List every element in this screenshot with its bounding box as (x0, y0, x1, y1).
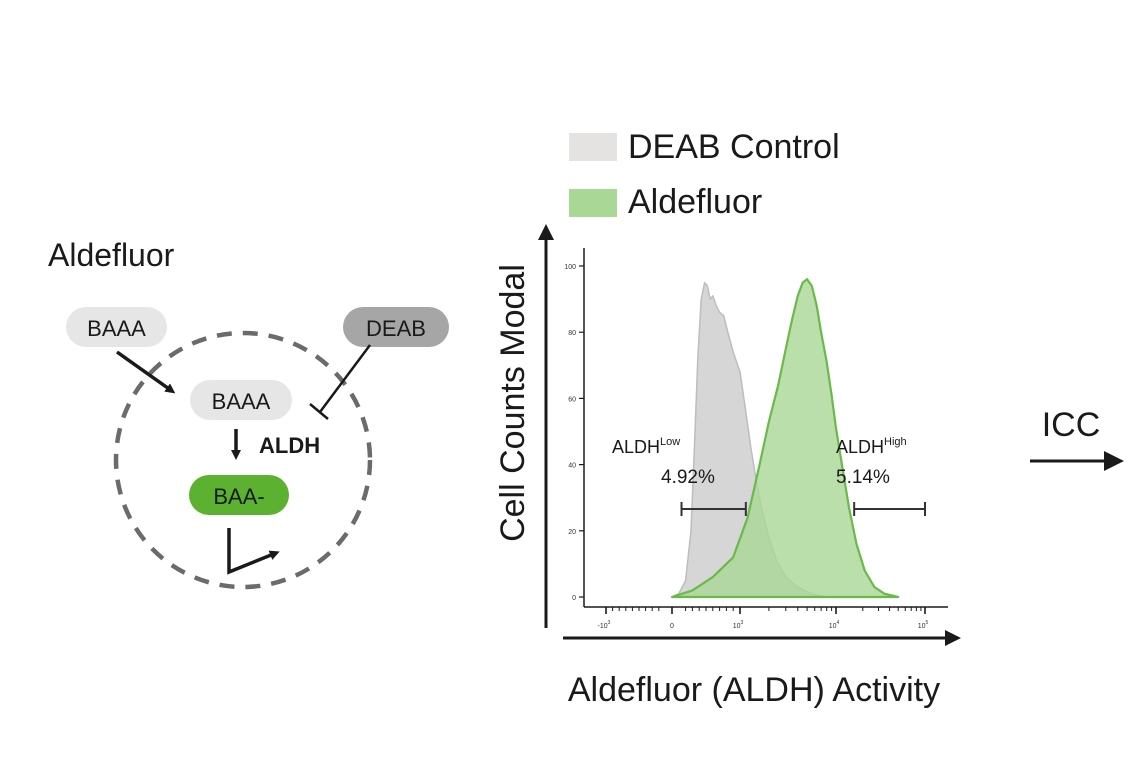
y-tick-group: 0 20 40 60 80 100 (564, 264, 584, 602)
inhibition-bar (309, 403, 329, 420)
substrate-inside-label: BAAA (212, 389, 271, 414)
aldefluor-schematic: Aldefluor BAAA DEAB BAAA ALDH BAA- (48, 237, 449, 590)
x-tick-label: 0 (670, 623, 674, 630)
uptake-arrow (115, 350, 176, 394)
substrate-inside-pill (190, 380, 292, 420)
x-tick-label: 103 (733, 620, 744, 630)
gate-percent-high: 5.14% (836, 467, 890, 488)
inhibitor-label: DEAB (366, 316, 426, 341)
next-step: ICC (1030, 406, 1124, 471)
x-axis-title: Aldefluor (ALDH) Activity (568, 671, 940, 709)
gate-percent-low: 4.92% (661, 467, 715, 488)
legend-swatch-aldefluor (569, 189, 617, 217)
next-step-arrow-icon (1104, 451, 1124, 471)
y-tick-label: 100 (564, 264, 576, 271)
legend-label-aldefluor: Aldefluor (628, 183, 762, 221)
next-step-label: ICC (1042, 406, 1101, 444)
substrate-outside-pill (66, 307, 167, 347)
product-pill (189, 475, 289, 515)
y-axis-title: Cell Counts Modal (494, 264, 532, 542)
flow-histogram: Cell Counts Modal Aldefluor (ALDH) Activ… (494, 224, 961, 709)
cell-boundary (113, 330, 373, 590)
enzyme-label: ALDH (259, 433, 320, 458)
y-tick-label: 20 (568, 529, 576, 536)
x-tick-label: 104 (829, 620, 840, 630)
gate-label-low: ALDHLow (612, 436, 680, 457)
substrate-outside-label: BAAA (87, 316, 146, 341)
y-tick-label: 40 (568, 463, 576, 470)
gate-label-high: ALDHHigh (836, 436, 907, 457)
y-tick-label: 60 (568, 396, 576, 403)
x-tick-group: -103 0 103 104 105 (598, 607, 929, 630)
legend-label-deab: DEAB Control (628, 128, 840, 166)
y-axis-arrowhead (538, 224, 554, 240)
chart-legend: DEAB Control Aldefluor (569, 128, 840, 221)
inhibition-line (318, 344, 372, 413)
inhibitor-pill (343, 307, 449, 347)
x-tick-label: 105 (918, 620, 929, 630)
schematic-title: Aldefluor (48, 237, 175, 273)
x-tick-label: -103 (598, 620, 611, 630)
series-layer (670, 278, 900, 599)
legend-swatch-deab (569, 133, 617, 161)
x-axis-arrowhead (945, 630, 961, 646)
product-label: BAA- (213, 484, 264, 509)
y-tick-label: 0 (572, 595, 576, 602)
y-tick-label: 80 (568, 330, 576, 337)
fluorescence-arrow-icon (227, 528, 280, 575)
series-area-aldefluor (670, 278, 900, 599)
